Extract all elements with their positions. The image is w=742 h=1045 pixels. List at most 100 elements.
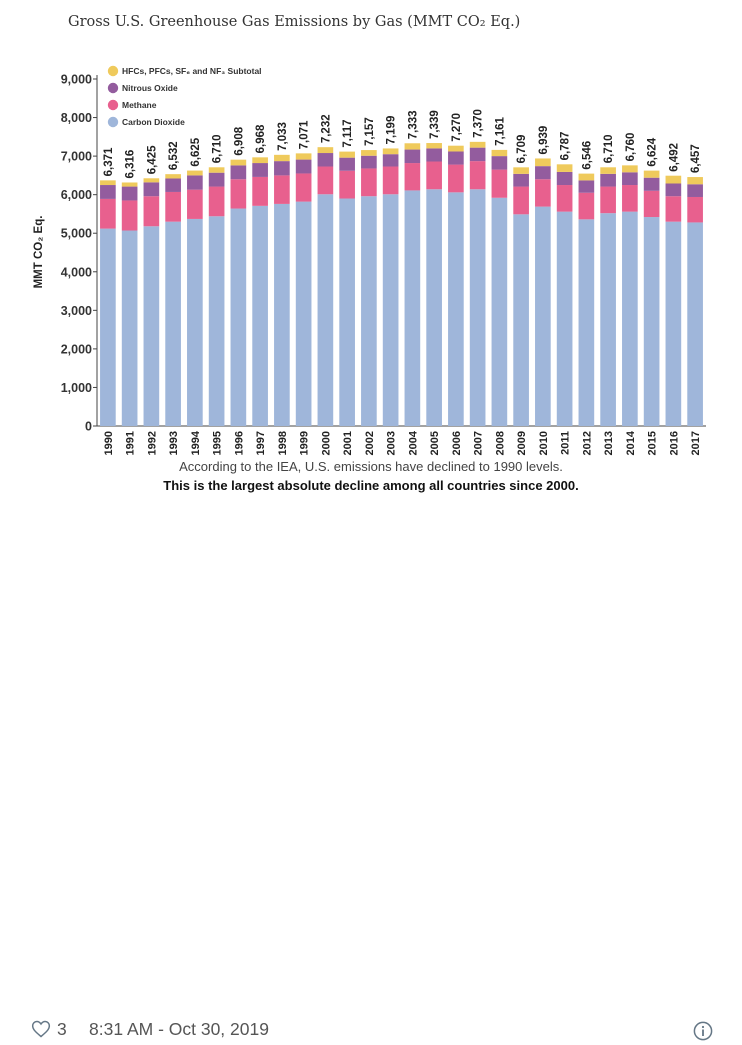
bar-segment [665,175,682,184]
total-label: 7,232 [320,114,332,143]
bar-segment [317,166,334,195]
bar-segment [339,151,355,158]
y-tick-label: 5,000 [61,227,92,241]
bar-segment [317,194,334,426]
y-tick-label: 1,000 [61,381,92,395]
y-tick-label: 0 [85,420,92,434]
y-tick-label: 2,000 [61,342,92,356]
bar-segment [252,163,268,177]
x-tick-label: 2003 [386,431,398,455]
bar-segment [600,167,616,174]
bar-segment [339,157,355,171]
x-tick-label: 2012 [581,431,593,455]
bar-segment [252,157,268,164]
total-label: 6,492 [668,143,680,172]
tweet-timestamp[interactable]: 8:31 AM - Oct 30, 2019 [89,1019,269,1039]
total-label: 6,546 [581,141,593,170]
bar-segment [448,145,464,152]
bar-segment [361,168,377,197]
x-tick-label: 2016 [668,431,680,455]
bar-segment [143,178,160,183]
total-label: 6,968 [255,124,267,153]
bar-segment [643,170,660,178]
bar-segment [665,221,682,426]
bar-segment [187,175,203,190]
bar-segment [535,158,551,167]
bar-segment [404,190,421,426]
y-tick-label: 9,000 [61,73,92,87]
x-tick-label: 2007 [473,431,485,455]
caption-iea: According to the IEA, U.S. emissions hav… [179,459,563,474]
bar-segment [121,230,138,426]
bar-segment [643,177,660,191]
bar-segment [230,179,247,209]
bar-segment [513,167,529,174]
total-label: 6,425 [146,145,158,174]
bar-segment [382,166,399,195]
bar-segment [622,172,638,186]
bar-segment [448,164,464,193]
bar-segment [491,197,508,426]
legend-label: HFCs, PFCs, SF₆ and NF₃ Subtotal [122,66,262,76]
x-tick-label: 1995 [212,431,224,455]
bar-segment [165,221,181,426]
bar-segment [426,189,442,426]
total-label: 7,370 [473,109,485,138]
bar-segment [100,180,116,186]
x-tick-label: 1990 [103,431,115,455]
x-tick-label: 2011 [560,431,572,455]
x-tick-label: 2015 [647,431,659,455]
bar-segment [121,186,138,201]
x-tick-label: 2001 [342,431,354,455]
tweet-footer: 3 8:31 AM - Oct 30, 2019 [0,505,742,1041]
total-label: 6,710 [603,135,615,164]
total-label: 6,532 [168,141,180,170]
bar-segment [208,216,225,426]
bar-segment [230,159,247,166]
bar-segment [295,159,312,174]
bar-segment [556,185,573,212]
bar-segment [121,200,138,231]
heart-icon[interactable] [31,1019,51,1039]
y-tick-label: 8,000 [61,111,92,125]
x-tick-label: 1994 [190,430,202,455]
bar-segment [208,186,225,217]
bar-segment [491,169,508,198]
bar-segment [274,175,290,204]
bar-segment [491,149,508,157]
total-label: 7,339 [429,110,441,139]
bar-segment [426,143,442,149]
x-tick-label: 2000 [320,431,332,455]
bar-segment [556,211,573,426]
total-label: 7,033 [277,122,289,151]
bar-segment [426,148,442,162]
bar-segment [165,174,181,179]
legend-swatch [107,99,119,111]
total-label: 7,199 [386,116,398,145]
likes-count[interactable]: 3 [57,1019,67,1039]
bar-segment [165,178,181,192]
bar-segment [600,186,616,214]
x-tick-label: 1998 [277,431,289,455]
bar-segment [187,170,203,176]
bar-segment [404,163,421,191]
caption-decline: This is the largest absolute decline amo… [163,478,579,493]
info-icon[interactable] [693,1021,713,1041]
bar-segment [513,186,529,215]
x-tick-label: 2010 [538,431,550,455]
bar-segment [578,180,595,193]
y-tick-label: 4,000 [61,265,92,279]
total-label: 7,270 [451,113,463,142]
bar-segment [317,147,334,154]
bar-segment [100,185,116,199]
x-tick-label: 1997 [255,431,267,455]
bar-segment [143,196,160,227]
bar-segment [317,153,334,167]
legend-label: Methane [122,100,157,110]
x-tick-label: 2006 [451,431,463,455]
bar-segment [622,185,638,212]
x-tick-label: 2002 [364,431,376,455]
legend-swatch [107,116,119,128]
bar-segment [361,196,377,426]
bar-segment [252,205,268,426]
